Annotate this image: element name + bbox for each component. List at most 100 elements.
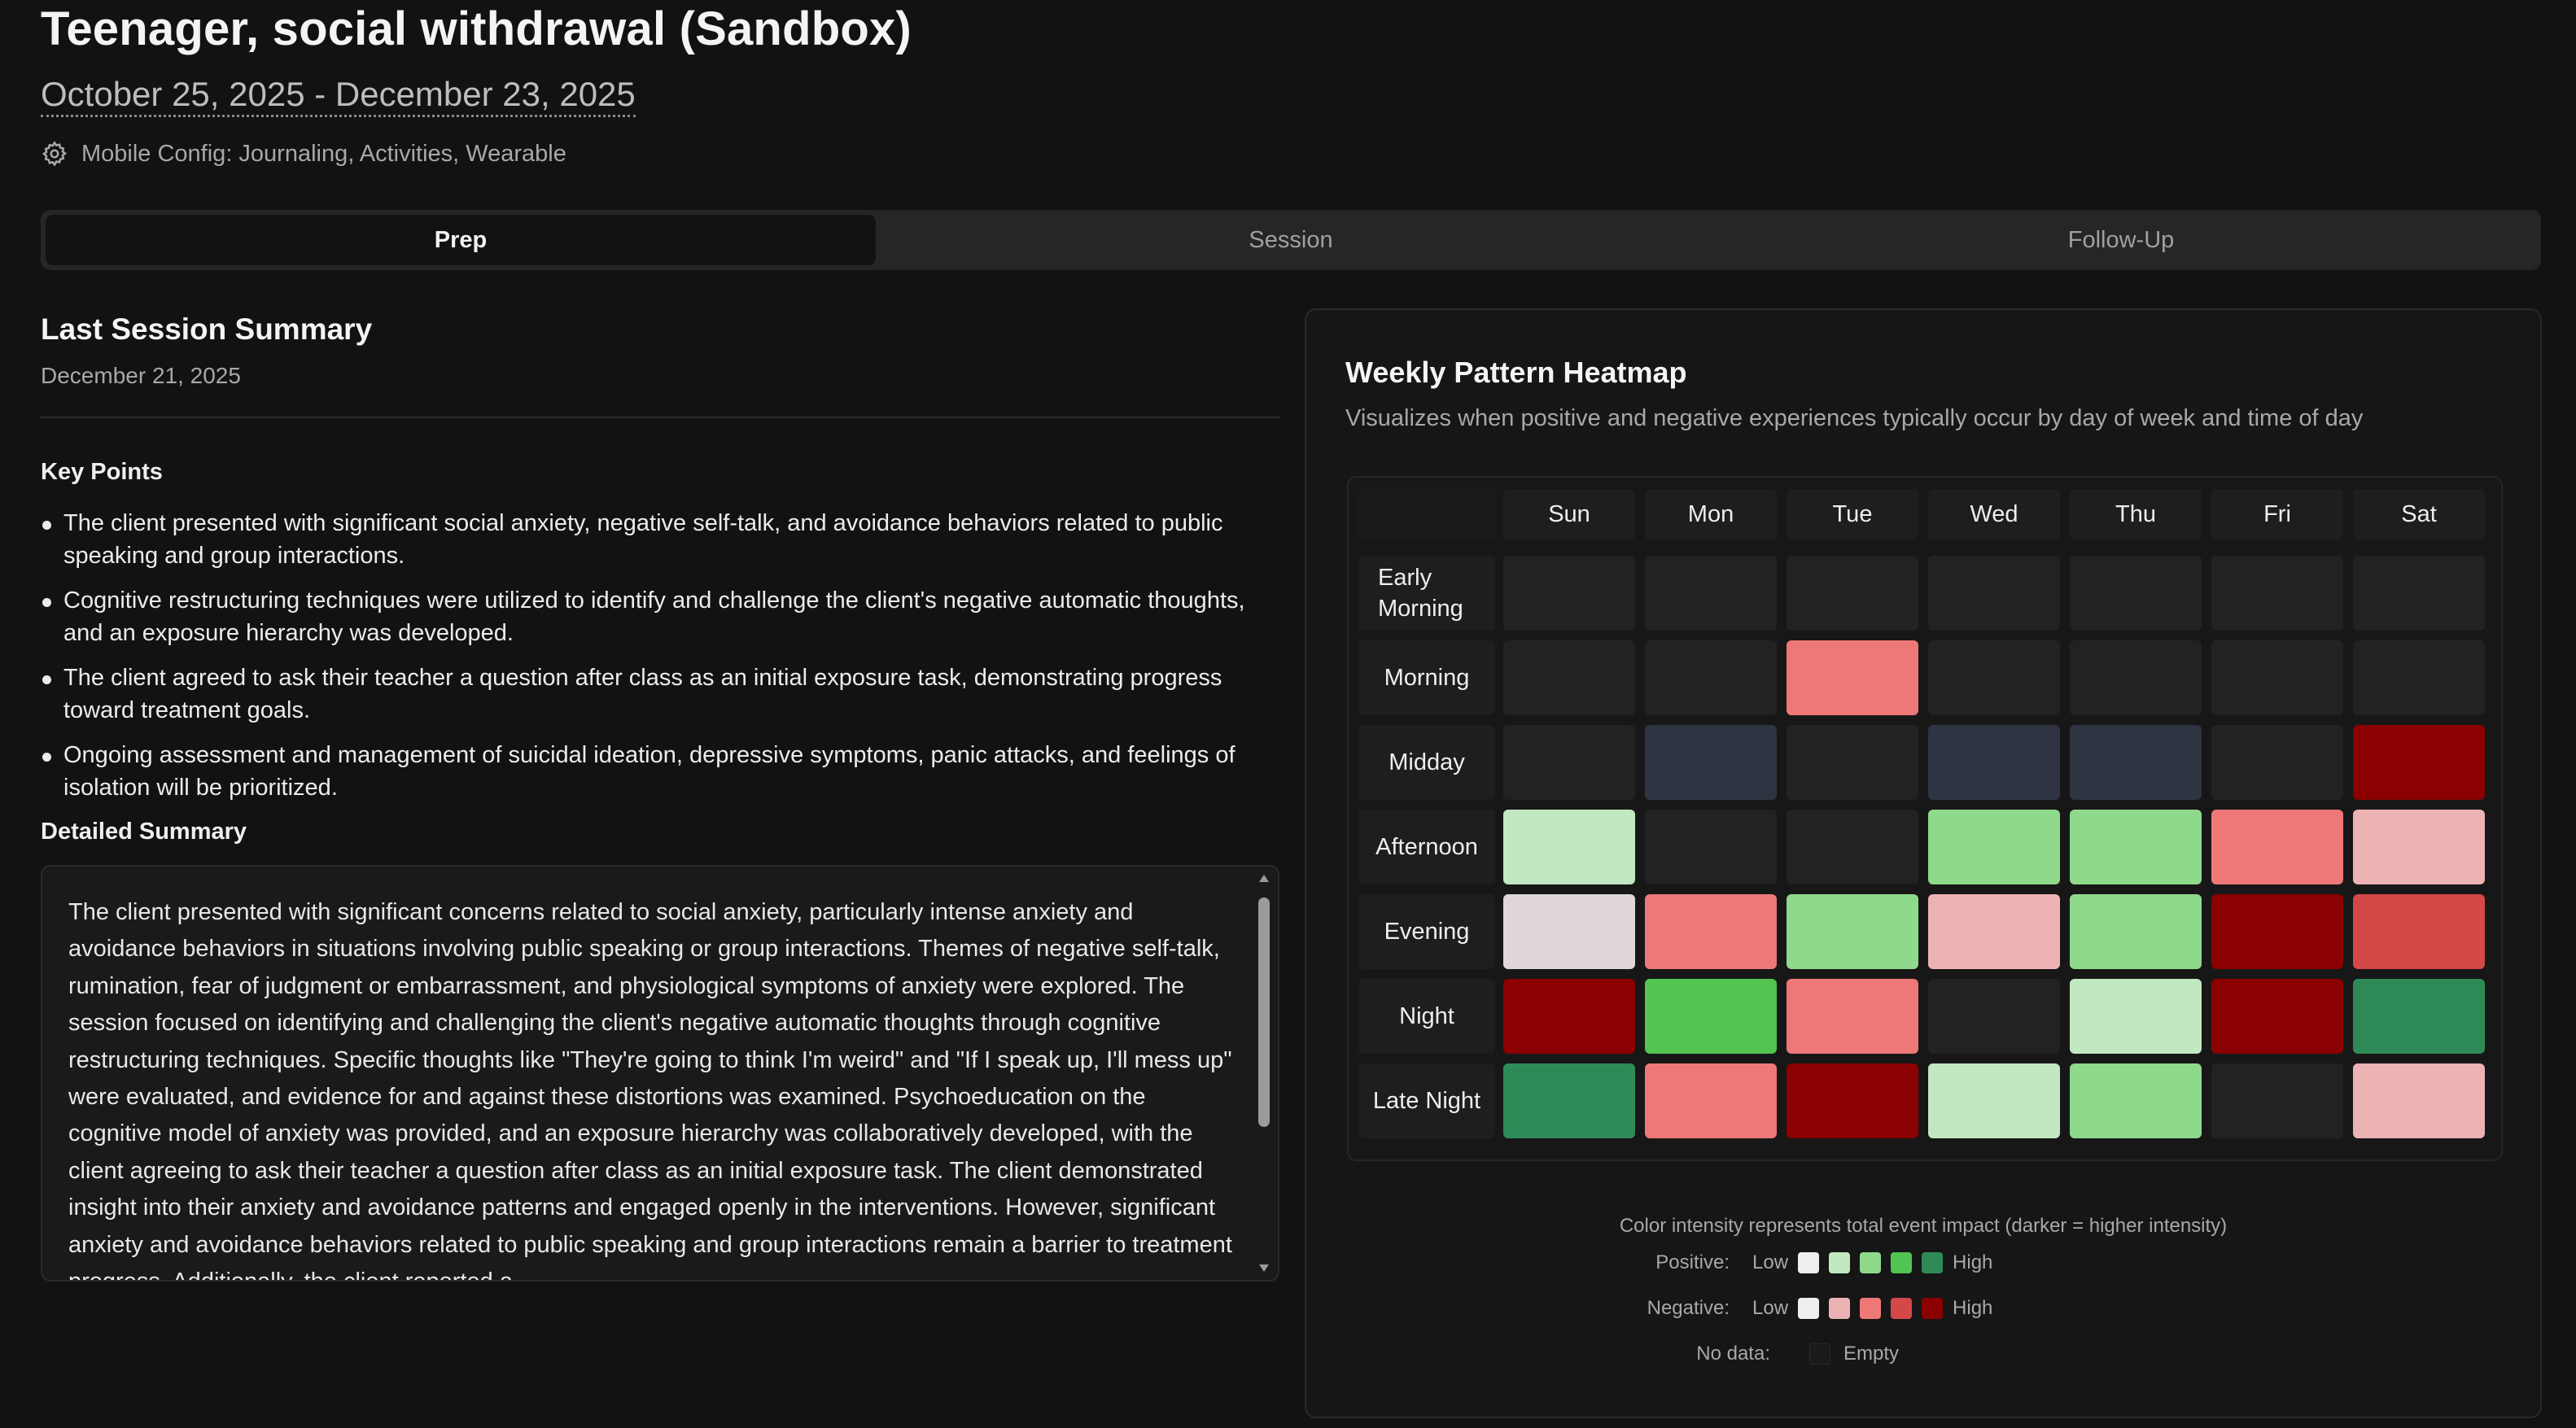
time-header-late-night: Late Night [1358, 1063, 1495, 1138]
heatmap-cell[interactable] [2070, 725, 2202, 800]
heatmap-cell[interactable] [1787, 640, 1918, 715]
heatmap-cell[interactable] [2070, 894, 2202, 969]
heatmap-cell[interactable] [2211, 1063, 2343, 1138]
legend-empty: Empty [1843, 1343, 1900, 1365]
tab-session[interactable]: Session [1249, 226, 1333, 253]
heatmap-cell[interactable] [1787, 556, 1918, 631]
detailed-summary-box[interactable]: The client presented with significant co… [41, 865, 1279, 1282]
detailed-summary-heading: Detailed Summary [41, 819, 247, 845]
time-header-afternoon: Afternoon [1358, 810, 1495, 884]
heatmap-cell[interactable] [1645, 556, 1777, 631]
day-header-fri: Fri [2211, 489, 2343, 539]
heatmap-cell[interactable] [1503, 556, 1635, 631]
heatmap-cell[interactable] [2353, 894, 2485, 969]
heatmap-cell[interactable] [1928, 556, 2060, 631]
heatmap-cell[interactable] [2211, 556, 2343, 631]
scrollbar[interactable] [1253, 870, 1275, 1277]
heatmap-cell[interactable] [1645, 810, 1777, 884]
time-header-midday: Midday [1358, 725, 1495, 800]
heatmap-cell[interactable] [1645, 979, 1777, 1054]
heatmap-grid: Sun Mon Tue Wed Thu Fri Sat Early Morning Mornin… [1347, 476, 2503, 1161]
heatmap-cell[interactable] [1928, 810, 2060, 884]
heatmap-subtitle: Visualizes when positive and negative ex… [1345, 405, 2364, 431]
day-header-sun: Sun [1503, 489, 1635, 539]
legend-swatch [1891, 1252, 1913, 1273]
heatmap-cell[interactable] [2211, 640, 2343, 715]
legend-swatch [1860, 1252, 1882, 1273]
summary-title: Last Session Summary [41, 312, 373, 346]
heatmap-cell[interactable] [1645, 640, 1777, 715]
heatmap-cell[interactable] [1787, 894, 1918, 969]
tab-prep[interactable]: Prep [46, 215, 876, 265]
heatmap-card: Weekly Pattern Heatmap Visualizes when p… [1305, 308, 2542, 1418]
mobile-config-text: Mobile Config: Journaling, Activities, W… [81, 140, 566, 167]
date-range-picker[interactable]: October 25, 2025 - December 23, 2025 [41, 75, 636, 117]
time-header-morning: Morning [1358, 640, 1495, 715]
key-point: Ongoing assessment and management of sui… [41, 739, 1279, 804]
heatmap-cell[interactable] [1503, 1063, 1635, 1138]
scroll-up-icon[interactable] [1259, 875, 1269, 882]
heatmap-cell[interactable] [2070, 810, 2202, 884]
day-header-thu: Thu [2070, 489, 2202, 539]
heatmap-cell[interactable] [1928, 1063, 2060, 1138]
heatmap-cell[interactable] [2353, 725, 2485, 800]
heatmap-cell[interactable] [1503, 894, 1635, 969]
heatmap-cell[interactable] [2211, 894, 2343, 969]
key-points-list: The client presented with significant so… [41, 507, 1279, 804]
heatmap-cell[interactable] [2353, 556, 2485, 631]
key-point: The client agreed to ask their teacher a… [41, 662, 1279, 727]
legend-positive-label: Positive: [1655, 1251, 1730, 1273]
heatmap-cell[interactable] [2211, 979, 2343, 1054]
heatmap-cell[interactable] [2070, 979, 2202, 1054]
legend-swatch [1829, 1298, 1851, 1319]
heatmap-cell[interactable] [1928, 640, 2060, 715]
legend-swatch [1922, 1298, 1944, 1319]
heatmap-cell[interactable] [1645, 725, 1777, 800]
tab-follow-up[interactable]: Follow-Up [2067, 226, 2175, 253]
heatmap-cell[interactable] [1928, 725, 2060, 800]
legend-high: High [1953, 1297, 1993, 1319]
day-header-mon: Mon [1645, 489, 1777, 539]
day-header-tue: Tue [1787, 489, 1918, 539]
heatmap-cell[interactable] [1787, 810, 1918, 884]
heatmap-cell[interactable] [1503, 979, 1635, 1054]
scroll-down-icon[interactable] [1259, 1264, 1269, 1272]
key-point: The client presented with significant so… [41, 507, 1279, 572]
key-point: Cognitive restructuring techniques were … [41, 584, 1279, 649]
legend-swatch [1860, 1298, 1882, 1319]
heatmap-cell[interactable] [1503, 725, 1635, 800]
heatmap-cell[interactable] [1645, 1063, 1777, 1138]
heatmap-cell[interactable] [1787, 1063, 1918, 1138]
legend-swatch [1829, 1252, 1851, 1273]
divider [41, 417, 1279, 418]
legend-low: Low [1752, 1297, 1789, 1319]
heatmap-cell[interactable] [2070, 1063, 2202, 1138]
detailed-summary-text: The client presented with significant co… [68, 899, 1232, 1280]
heatmap-cell[interactable] [1928, 894, 2060, 969]
time-header-early-morning: Early Morning [1358, 556, 1495, 631]
heatmap-cell[interactable] [2353, 979, 2485, 1054]
time-header-evening: Evening [1358, 894, 1495, 969]
legend-swatch [1798, 1298, 1820, 1319]
heatmap-cell[interactable] [1787, 725, 1918, 800]
heatmap-cell[interactable] [2211, 810, 2343, 884]
heatmap-cell[interactable] [1645, 894, 1777, 969]
scrollbar-thumb[interactable] [1258, 897, 1270, 1127]
heatmap-cell[interactable] [2353, 810, 2485, 884]
legend-swatch [1809, 1343, 1830, 1365]
legend-swatch [1891, 1298, 1913, 1319]
heatmap-cell[interactable] [1928, 979, 2060, 1054]
heatmap-cell[interactable] [2211, 725, 2343, 800]
legend-high: High [1953, 1251, 1993, 1273]
page-title: Teenager, social withdrawal (Sandbox) [41, 2, 912, 55]
heatmap-cell[interactable] [1787, 979, 1918, 1054]
heatmap-cell[interactable] [2353, 640, 2485, 715]
legend-swatch [1922, 1252, 1944, 1273]
heatmap-cell[interactable] [2070, 640, 2202, 715]
heatmap-cell[interactable] [1503, 810, 1635, 884]
heatmap-cell[interactable] [1503, 640, 1635, 715]
heatmap-cell[interactable] [2353, 1063, 2485, 1138]
heatmap-cell[interactable] [2070, 556, 2202, 631]
legend-negative-label: Negative: [1647, 1297, 1730, 1319]
